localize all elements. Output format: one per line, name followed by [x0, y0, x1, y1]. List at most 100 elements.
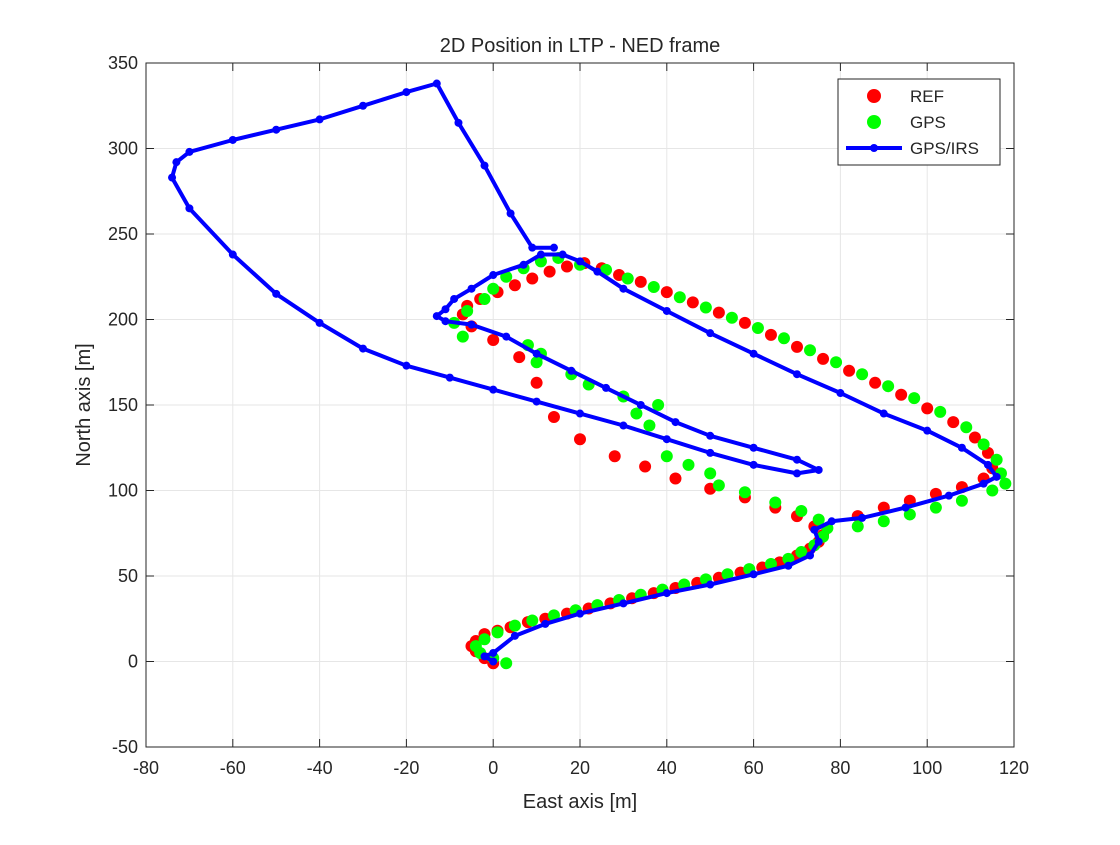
data-point [634, 275, 647, 288]
data-point [749, 349, 758, 358]
data-point [467, 284, 476, 293]
data-point [699, 301, 712, 314]
data-point [879, 409, 888, 418]
data-point [769, 496, 782, 509]
data-point [662, 435, 671, 444]
data-point [619, 599, 628, 608]
y-tick-label: 50 [118, 566, 138, 586]
data-point [795, 505, 808, 518]
series-gps-irs [168, 79, 1001, 666]
data-point [228, 135, 237, 144]
data-point [549, 243, 558, 252]
data-point [929, 501, 942, 514]
data-point [639, 460, 652, 473]
data-point [315, 115, 324, 124]
data-point [359, 101, 367, 110]
y-tick-label: 100 [108, 481, 138, 501]
data-point [619, 421, 628, 430]
data-point [858, 513, 867, 522]
data-point [547, 609, 560, 622]
data-point [593, 267, 602, 276]
data-point [725, 311, 738, 324]
data-point [782, 552, 795, 565]
data-point [636, 401, 645, 409]
data-point [547, 410, 560, 423]
data-point [567, 366, 576, 375]
chart-title: 2D Position in LTP - NED frame [440, 35, 720, 57]
data-point [738, 316, 751, 329]
legend-swatch [867, 89, 881, 103]
data-point [543, 265, 556, 278]
data-point [843, 364, 856, 377]
data-point [712, 479, 725, 492]
data-point [986, 484, 999, 497]
data-point [432, 79, 441, 88]
data-point [990, 453, 1003, 466]
data-point [793, 455, 801, 464]
y-axis-label: North axis [m] [73, 343, 95, 466]
data-point [506, 209, 515, 218]
data-point [923, 426, 932, 435]
data-point [454, 118, 463, 127]
data-point [508, 619, 521, 632]
data-point [793, 370, 801, 379]
data-point [502, 332, 511, 341]
data-point [456, 330, 469, 343]
data-point [315, 318, 324, 327]
data-point [402, 88, 411, 97]
data-point [738, 486, 751, 499]
data-point [168, 173, 177, 182]
data-point [510, 631, 519, 640]
data-point [856, 368, 869, 381]
data-point [817, 352, 830, 365]
legend-item: REF [867, 87, 944, 106]
data-point [814, 537, 823, 546]
legend: REF GPS GPS/IRS [837, 78, 1001, 166]
data-point [999, 477, 1012, 490]
data-point [764, 328, 777, 341]
data-point [272, 289, 281, 298]
data-point [957, 443, 966, 452]
data-point [630, 407, 643, 420]
x-tick-label: -20 [393, 758, 419, 778]
data-point [706, 580, 715, 589]
y-tick-label: 200 [108, 310, 138, 330]
data-point [600, 263, 613, 276]
y-tick-label: 150 [108, 395, 138, 415]
ticks: -80 -60 -40 -20 0 20 40 60 80 100 120 -50 0 50 100 150 2… [108, 53, 1029, 778]
data-point [491, 626, 504, 639]
data-point [652, 399, 665, 411]
data-point [903, 508, 916, 521]
data-point [489, 385, 498, 394]
data-point [669, 472, 682, 485]
data-point [441, 317, 450, 326]
data-point [882, 380, 895, 393]
x-axis-label: East axis [m] [523, 791, 637, 813]
data-point [673, 291, 686, 304]
data-point [558, 250, 567, 259]
data-point [487, 282, 500, 295]
data-point [764, 558, 777, 571]
legend-item: GPS [867, 113, 946, 132]
data-point [532, 397, 541, 406]
grid [146, 63, 1014, 747]
data-point [272, 125, 281, 134]
x-tick-label: 20 [570, 758, 590, 778]
data-point [806, 551, 815, 560]
data-point [749, 443, 758, 452]
data-point [185, 147, 194, 156]
x-tick-label: -60 [220, 758, 246, 778]
data-point [812, 513, 825, 526]
data-point [706, 431, 715, 440]
data-point [660, 450, 673, 463]
data-point [979, 479, 988, 488]
data-point [574, 433, 586, 446]
data-point [706, 329, 715, 338]
data-point [619, 284, 628, 293]
data-point [500, 270, 513, 283]
data-point [576, 257, 584, 266]
data-point [560, 260, 573, 273]
data-point [450, 294, 459, 303]
